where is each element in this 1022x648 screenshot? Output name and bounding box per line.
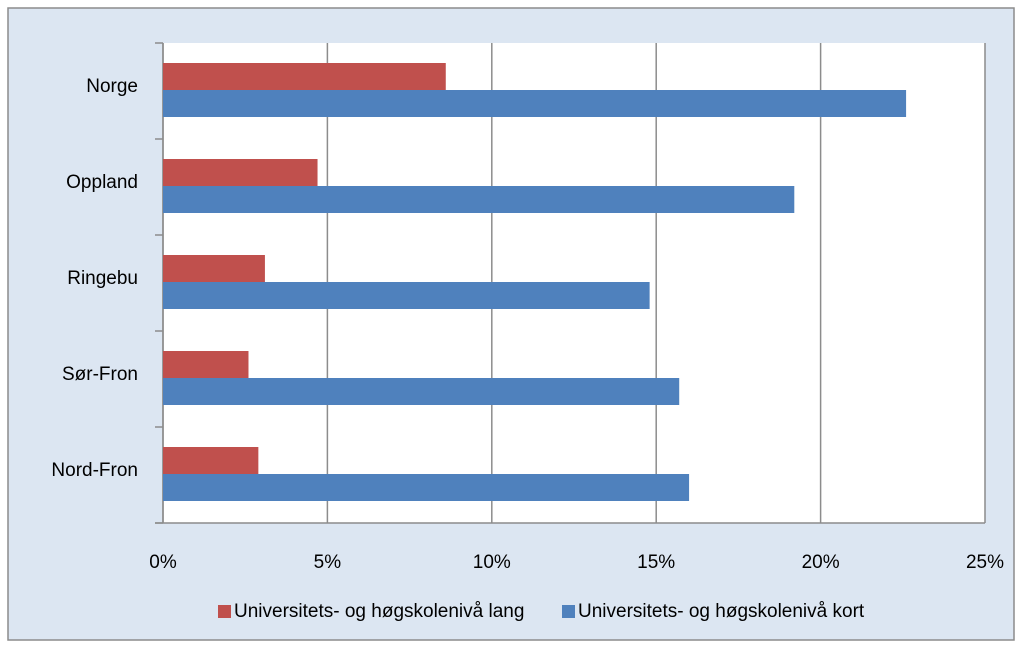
bar	[163, 90, 907, 117]
x-tick-label: 5%	[314, 552, 342, 573]
bar	[163, 159, 318, 186]
legend-swatch	[218, 605, 231, 618]
y-tick-label: Sør-Fron	[62, 364, 138, 385]
x-tick-label: 25%	[966, 552, 1004, 573]
bar	[163, 378, 680, 405]
y-tick-label: Ringebu	[67, 268, 138, 289]
legend-swatch	[562, 605, 575, 618]
bar	[163, 282, 650, 309]
bar	[163, 474, 690, 501]
bar	[163, 255, 265, 282]
legend-label: Universitets- og høgskolenivå lang	[234, 601, 524, 622]
y-tick-label: Norge	[86, 76, 138, 97]
y-tick-label: Oppland	[66, 172, 138, 193]
x-tick-label: 0%	[149, 552, 177, 573]
bar	[163, 351, 249, 378]
legend-label: Universitets- og høgskolenivå kort	[578, 601, 865, 622]
bar	[163, 447, 259, 474]
x-tick-label: 15%	[637, 552, 675, 573]
y-tick-label: Nord-Fron	[51, 460, 138, 481]
bar	[163, 186, 795, 213]
x-tick-label: 10%	[473, 552, 511, 573]
x-tick-label: 20%	[802, 552, 840, 573]
plot: 0% 5% 10% 15% 20% 25% Norge Oppland Ringebu Sør-F…	[51, 42, 1004, 622]
bar	[163, 63, 446, 90]
